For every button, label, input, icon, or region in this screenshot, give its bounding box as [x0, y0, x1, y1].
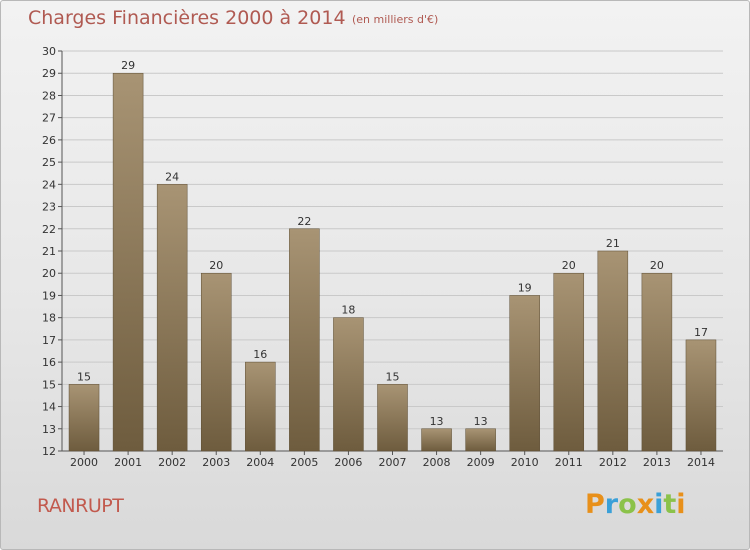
bar-2005	[289, 228, 320, 452]
x-tick-label-2013: 2013	[643, 456, 671, 469]
x-tick-label-2002: 2002	[158, 456, 186, 469]
x-tick-label-2012: 2012	[599, 456, 627, 469]
logo-letter: r	[604, 489, 619, 520]
y-tick-label: 26	[42, 134, 56, 147]
logo-letter: x	[636, 489, 655, 520]
value-label-2006: 18	[341, 304, 355, 317]
value-label-2000: 15	[77, 370, 91, 383]
bar-2004	[245, 361, 276, 452]
bar-2001	[112, 72, 144, 452]
value-label-2002: 24	[165, 170, 179, 183]
logo-letter: t	[663, 489, 677, 520]
bar-2009	[465, 428, 496, 452]
bar-2014	[685, 339, 717, 452]
chart-subtitle: (en milliers d'€)	[352, 13, 439, 26]
bar-2002	[156, 184, 188, 452]
value-label-2003: 20	[209, 259, 223, 272]
x-tick-label-2006: 2006	[334, 456, 362, 469]
y-tick-label: 20	[42, 267, 56, 280]
x-tick-label-2008: 2008	[423, 456, 451, 469]
bar-2012	[597, 250, 629, 452]
logo-letter: i	[654, 489, 664, 520]
logo-letter: P	[585, 489, 605, 520]
value-label-2014: 17	[694, 326, 708, 339]
value-label-2010: 19	[518, 281, 532, 294]
y-tick-label: 12	[42, 445, 56, 458]
y-tick-label: 23	[42, 201, 56, 214]
value-label-2004: 16	[253, 348, 267, 361]
value-label-2012: 21	[606, 237, 620, 250]
bars	[68, 72, 717, 452]
y-tick-label: 14	[42, 401, 56, 414]
y-tick-label: 19	[42, 289, 56, 302]
y-tick-label: 15	[42, 378, 56, 391]
y-tick-label: 22	[42, 223, 56, 236]
value-label-2007: 15	[386, 370, 400, 383]
value-label-2005: 22	[297, 215, 311, 228]
x-tick-label-2010: 2010	[511, 456, 539, 469]
x-tick-label-2005: 2005	[290, 456, 318, 469]
proxiti-logo: Proxiti	[585, 489, 686, 520]
y-tick-label: 24	[42, 178, 56, 191]
x-tick-label-2009: 2009	[467, 456, 495, 469]
y-tick-label: 30	[42, 45, 56, 58]
bar-2007	[377, 384, 408, 452]
value-label-2011: 20	[562, 259, 576, 272]
y-tick-label: 29	[42, 67, 56, 80]
y-tick-label: 18	[42, 312, 56, 325]
value-label-2013: 20	[650, 259, 664, 272]
value-label-2008: 13	[430, 415, 444, 428]
bar-2010	[509, 295, 540, 452]
x-tick-label-2000: 2000	[70, 456, 98, 469]
y-tick-label: 21	[42, 245, 56, 258]
y-tick-label: 27	[42, 112, 56, 125]
y-tick-label: 28	[42, 89, 56, 102]
chart-title: Charges Financières 2000 à 2014	[28, 7, 346, 29]
x-tick-label-2001: 2001	[114, 456, 142, 469]
value-label-2001: 29	[121, 59, 135, 72]
x-tick-label-2004: 2004	[246, 456, 274, 469]
commune-name: RANRUPT	[37, 495, 124, 517]
bar-2003	[200, 272, 232, 452]
x-tick-label-2007: 2007	[379, 456, 407, 469]
bar-2013	[641, 272, 673, 452]
bar-2011	[553, 272, 585, 452]
bar-2008	[421, 428, 452, 452]
value-label-2009: 13	[474, 415, 488, 428]
logo-letter: o	[618, 489, 637, 520]
y-tick-label: 25	[42, 156, 56, 169]
bar-2006	[333, 317, 364, 452]
x-tick-label-2003: 2003	[202, 456, 230, 469]
y-tick-label: 16	[42, 356, 56, 369]
y-tick-label: 13	[42, 423, 56, 436]
x-tick-label-2011: 2011	[555, 456, 583, 469]
bar-2000	[68, 384, 100, 452]
logo-letter: i	[676, 489, 686, 520]
labels: 12 13 14 15 16 17 18 19 20 21 22 23 24 25 26 27 28 29 30 15…	[42, 45, 715, 469]
x-tick-label-2014: 2014	[687, 456, 715, 469]
y-tick-label: 17	[42, 334, 56, 347]
